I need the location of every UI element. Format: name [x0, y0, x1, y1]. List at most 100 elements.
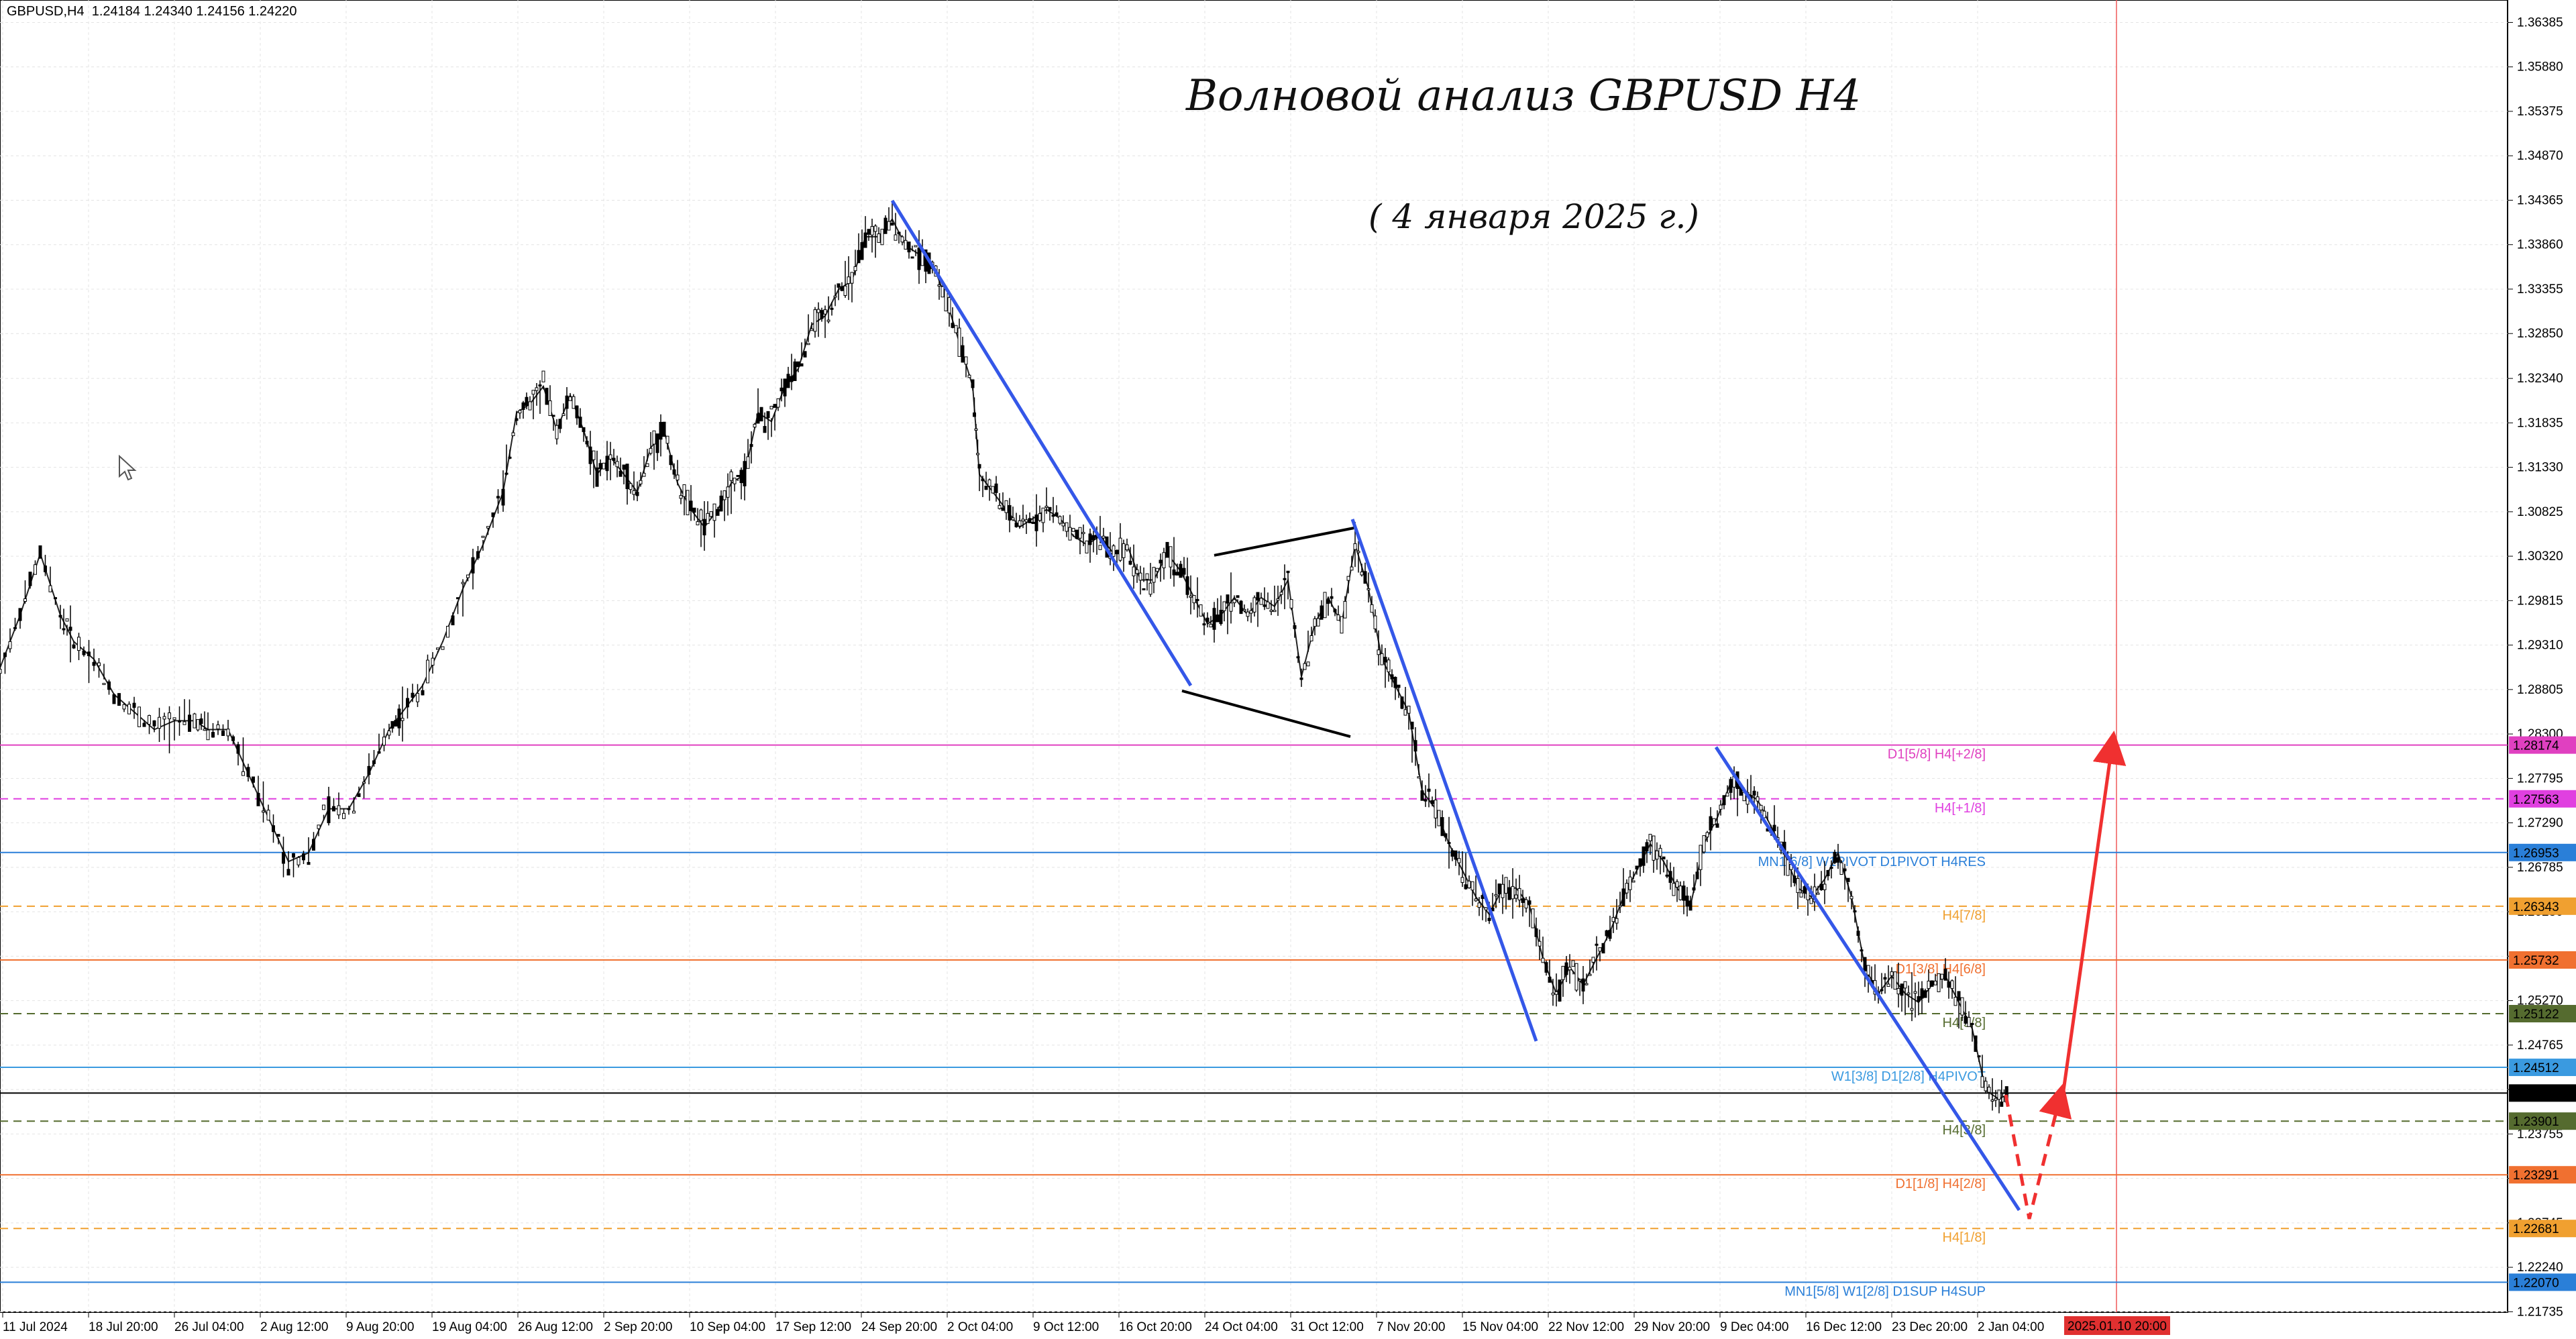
candle-body [612, 458, 616, 462]
candle-body [1521, 898, 1525, 903]
candle-body [853, 266, 857, 272]
triangle-boundary-line [1214, 527, 1354, 557]
candle-body [1608, 929, 1612, 939]
candle-body [466, 574, 470, 578]
candle-body [1313, 618, 1317, 627]
candle-body [588, 446, 592, 464]
candle-body [659, 421, 663, 440]
forecast-solid-arrow [2059, 731, 2127, 1110]
candle-body [1719, 804, 1723, 810]
candle-body [1353, 543, 1357, 550]
candle-body [1229, 602, 1233, 612]
candle-body [394, 720, 398, 727]
candle-body [1712, 818, 1716, 825]
candle-body [974, 428, 978, 431]
candle-body [515, 418, 519, 421]
candle-body [924, 249, 928, 272]
candle-body [246, 767, 250, 778]
candle-body [548, 400, 552, 417]
candle-body [1202, 623, 1206, 626]
time-tick-label: 7 Nov 20:00 [1377, 1320, 1445, 1334]
candle-body [1263, 604, 1267, 607]
candle-body [1407, 705, 1411, 714]
candle-body [561, 413, 566, 417]
level-label: H4[+1/8] [1935, 801, 1986, 816]
candle-body [1933, 980, 1937, 985]
candle-body [1585, 983, 1589, 985]
candle-body [188, 714, 191, 732]
price-tag-label: 1.24220 [2513, 1087, 2559, 1101]
candle-body [883, 217, 888, 234]
candle-body [451, 615, 455, 626]
level-label: H4[7/8] [1943, 908, 1986, 923]
price-tick-label: 1.26785 [2517, 861, 2563, 875]
candle-body [112, 694, 116, 704]
candle-body [823, 309, 827, 315]
candle-body [941, 286, 945, 298]
candle-body [1601, 943, 1605, 954]
candle-body [1004, 500, 1008, 513]
candle-body [1823, 883, 1827, 890]
price-tick-label: 1.32850 [2517, 327, 2563, 341]
candle-body [1148, 582, 1152, 595]
candle-body [8, 641, 12, 649]
candle-body [790, 376, 794, 382]
level-label: H4[3/8] [1943, 1123, 1986, 1138]
candle-body [62, 628, 66, 631]
candle-body [776, 398, 780, 408]
candle-body [1457, 858, 1461, 863]
candle-body [1330, 596, 1334, 599]
candle-body [840, 286, 844, 291]
candle-body [1494, 894, 1498, 897]
candle-body [545, 388, 549, 405]
time-tick-label: 9 Aug 20:00 [346, 1320, 414, 1334]
price-tick-label: 1.22240 [2517, 1261, 2563, 1275]
candle-body [1051, 515, 1055, 517]
candle-body [947, 297, 951, 314]
candle-body [1866, 965, 1870, 975]
candle-body [796, 361, 800, 368]
candle-body [894, 234, 898, 241]
candle-body [598, 463, 602, 470]
candle-body [733, 478, 737, 484]
level-label: W1[3/8] D1[2/8] H4PIVOT [1831, 1069, 1986, 1084]
candle-body [193, 713, 197, 729]
candle-body [1091, 535, 1095, 541]
price-tick-label: 1.33355 [2517, 282, 2563, 297]
candle-body [1839, 862, 1843, 875]
candle-body [501, 488, 505, 506]
candle-body [286, 869, 290, 875]
candle-body [97, 662, 101, 666]
candle-body [1699, 845, 1703, 870]
time-tick-label: 24 Oct 04:00 [1205, 1320, 1278, 1334]
candle-body [508, 456, 512, 459]
candle-body [266, 810, 270, 820]
candle-body [347, 808, 351, 810]
candle-body [1081, 532, 1085, 535]
price-tick-label: 1.23755 [2517, 1127, 2563, 1141]
candle-body [1756, 796, 1760, 802]
candle-body [1709, 816, 1713, 831]
candle-body [72, 644, 76, 649]
candle-body [117, 693, 121, 706]
triangle-boundary-line [1181, 689, 1351, 738]
candle-body [1997, 1089, 2001, 1100]
candle-body [528, 401, 532, 411]
candle-body [1907, 992, 1911, 995]
candle-body [23, 598, 27, 602]
candle-body [1796, 877, 1800, 894]
candle-body [867, 229, 871, 235]
candle-body [256, 792, 260, 806]
candle-body [810, 328, 814, 331]
candle-body [1041, 507, 1045, 523]
candle-body [1900, 983, 1904, 996]
candle-body [1098, 545, 1102, 550]
price-series [0, 203, 2010, 1114]
candle-body [152, 720, 156, 727]
candle-body [1702, 835, 1706, 853]
candle-body [706, 513, 710, 525]
candle-body [1444, 833, 1448, 838]
candle-body [1950, 980, 1954, 989]
price-tag [2509, 1084, 2576, 1102]
